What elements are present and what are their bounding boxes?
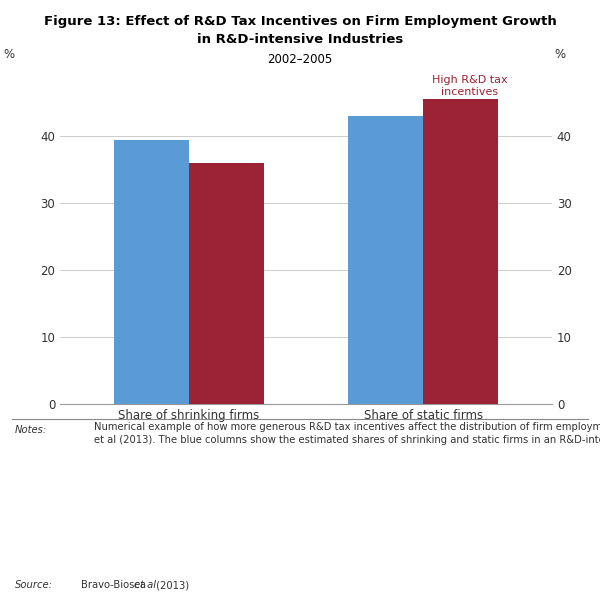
- Text: High R&D tax
incentives: High R&D tax incentives: [432, 75, 508, 98]
- Text: et al: et al: [134, 580, 156, 590]
- Text: Bravo-Biosca: Bravo-Biosca: [81, 580, 149, 590]
- Bar: [423, 99, 498, 404]
- Bar: [189, 163, 264, 404]
- Text: %: %: [554, 48, 566, 61]
- Bar: [114, 140, 189, 404]
- Text: Notes:: Notes:: [15, 425, 47, 435]
- Text: %: %: [4, 48, 14, 61]
- Text: 2002–2005: 2002–2005: [268, 53, 332, 66]
- Text: Low R&D tax
incentives: Low R&D tax incentives: [113, 160, 185, 183]
- Text: Numerical example of how more generous R&D tax incentives affect the distributio: Numerical example of how more generous R…: [94, 422, 600, 445]
- Bar: [348, 116, 423, 404]
- Text: Figure 13: Effect of R&D Tax Incentives on Firm Employment Growth: Figure 13: Effect of R&D Tax Incentives …: [44, 15, 556, 28]
- Text: Source:: Source:: [15, 580, 53, 590]
- Text: in R&D-intensive Industries: in R&D-intensive Industries: [197, 33, 403, 46]
- Text: (2013): (2013): [153, 580, 189, 590]
